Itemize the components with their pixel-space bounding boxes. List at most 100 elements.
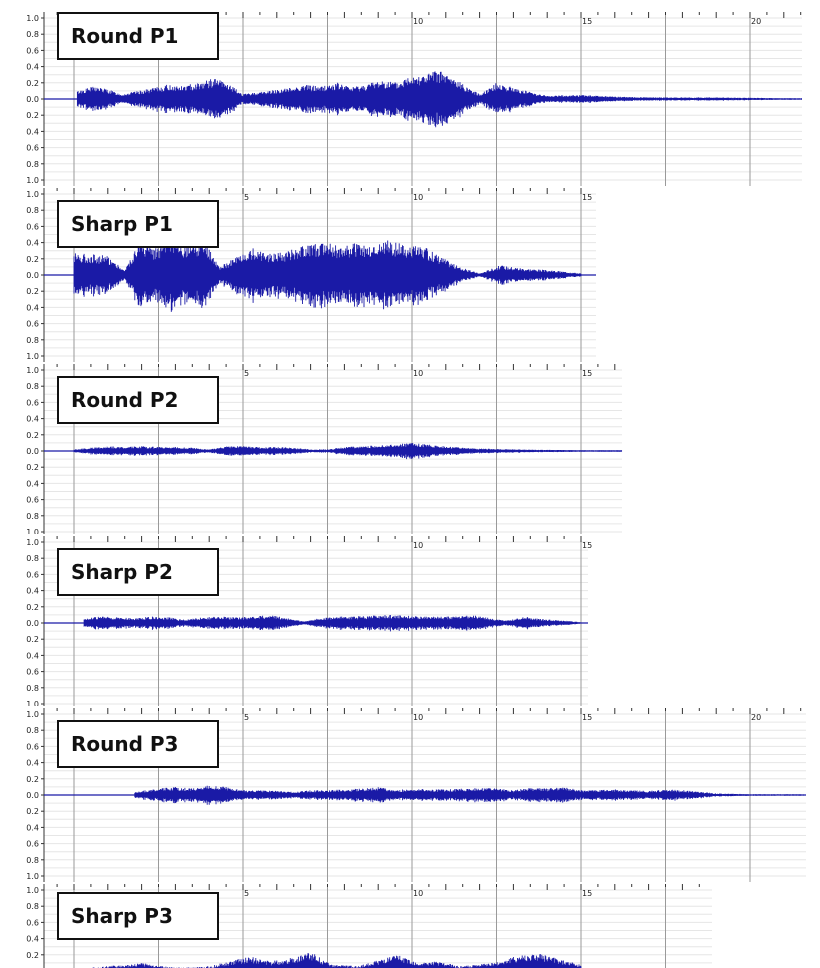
y-tick-label: 0.6 bbox=[26, 742, 39, 751]
panel-title: Round P3 bbox=[57, 720, 219, 768]
x-tick-label: 5 bbox=[244, 193, 249, 202]
y-tick-label: 0.4 bbox=[26, 127, 39, 136]
y-tick-label: 0.4 bbox=[26, 303, 39, 312]
waveform-panel: 1.0 0.8 0.6 0.4 0.2 0.0 0.2 0.4 0.6 0.8 1.0 10 15 Sha… bbox=[0, 536, 820, 706]
x-tick-label: 15 bbox=[582, 193, 592, 202]
x-tick-label: 5 bbox=[244, 889, 249, 898]
y-tick-label: 1.0 bbox=[26, 14, 39, 23]
waveform-panel: 1.0 0.8 0.6 0.4 0.2 0.0 0.2 0.4 0.6 0.8 1.0 5 10 15 20… bbox=[0, 708, 820, 882]
x-tick-label: 5 bbox=[244, 369, 249, 378]
y-tick-label: 0.2 bbox=[26, 463, 39, 472]
waveform-series bbox=[73, 240, 582, 312]
y-tick-label: 1.0 bbox=[26, 366, 39, 375]
y-tick-label: 0.0 bbox=[26, 95, 39, 104]
y-tick-label: 0.6 bbox=[26, 398, 39, 407]
y-tick-label: 0.8 bbox=[26, 206, 39, 215]
panel-title: Sharp P2 bbox=[57, 548, 219, 596]
y-tick-label: 0.8 bbox=[26, 554, 39, 563]
x-tick-label: 15 bbox=[582, 889, 592, 898]
x-tick-label: 20 bbox=[751, 17, 761, 26]
y-tick-label: 0.2 bbox=[26, 951, 39, 960]
waveform-panel: 1.0 0.8 0.6 0.4 0.2 5 10 15 Sharp P3 bbox=[0, 884, 820, 968]
panel-title: Round P2 bbox=[57, 376, 219, 424]
y-tick-label: 0.6 bbox=[26, 496, 39, 505]
y-tick-label: 0.6 bbox=[26, 570, 39, 579]
y-tick-label: 0.8 bbox=[26, 856, 39, 865]
x-tick-label: 10 bbox=[413, 17, 423, 26]
panel-title: Round P1 bbox=[57, 12, 219, 60]
y-tick-label: 0.6 bbox=[26, 222, 39, 231]
waveform-series bbox=[134, 785, 806, 805]
y-tick-label: 0.0 bbox=[26, 619, 39, 628]
y-tick-label: 1.0 bbox=[26, 710, 39, 719]
y-tick-label: 1.0 bbox=[26, 886, 39, 895]
y-tick-label: 0.4 bbox=[26, 479, 39, 488]
x-tick-label: 15 bbox=[582, 713, 592, 722]
y-tick-label: 1.0 bbox=[26, 352, 39, 361]
x-tick-label: 10 bbox=[413, 889, 423, 898]
waveform-series bbox=[76, 71, 802, 128]
waveform-plot: 1.0 0.8 0.6 0.4 0.2 0.0 0.2 0.4 0.6 0.8 1.0 5 10 15 20 bbox=[26, 708, 806, 882]
y-tick-label: 1.0 bbox=[26, 700, 39, 706]
y-tick-label: 0.6 bbox=[26, 144, 39, 153]
y-tick-label: 0.2 bbox=[26, 111, 39, 120]
x-tick-label: 15 bbox=[582, 541, 592, 550]
y-tick-label: 0.6 bbox=[26, 668, 39, 677]
y-tick-label: 0.4 bbox=[26, 759, 39, 768]
y-tick-label: 0.6 bbox=[26, 46, 39, 55]
panel-title: Sharp P3 bbox=[57, 892, 219, 940]
y-tick-label: 1.0 bbox=[26, 872, 39, 881]
y-tick-label: 0.6 bbox=[26, 840, 39, 849]
waveform-series bbox=[73, 443, 623, 460]
y-tick-label: 0.4 bbox=[26, 63, 39, 72]
y-tick-label: 0.2 bbox=[26, 603, 39, 612]
y-tick-label: 0.8 bbox=[26, 684, 39, 693]
y-tick-label: 0.4 bbox=[26, 823, 39, 832]
x-tick-label: 15 bbox=[582, 369, 592, 378]
y-tick-label: 0.8 bbox=[26, 512, 39, 521]
waveform-panel: 1.0 0.8 0.6 0.4 0.2 0.0 0.2 0.4 0.6 0.8 1.0 5 10 15 Sh… bbox=[0, 188, 820, 362]
y-tick-label: 1.0 bbox=[26, 176, 39, 185]
y-tick-label: 1.0 bbox=[26, 528, 39, 534]
y-tick-label: 0.0 bbox=[26, 271, 39, 280]
y-tick-label: 0.8 bbox=[26, 336, 39, 345]
waveform-panel: 1.0 0.8 0.6 0.4 0.2 0.0 0.2 0.4 0.6 0.8 1.0 10 15 20 R… bbox=[0, 12, 820, 186]
y-tick-label: 0.2 bbox=[26, 775, 39, 784]
x-tick-label: 10 bbox=[413, 369, 423, 378]
x-tick-label: 10 bbox=[413, 193, 423, 202]
waveform-series bbox=[83, 615, 582, 632]
y-tick-label: 0.6 bbox=[26, 918, 39, 927]
y-tick-label: 1.0 bbox=[26, 538, 39, 547]
y-tick-label: 0.2 bbox=[26, 255, 39, 264]
x-tick-label: 10 bbox=[413, 713, 423, 722]
y-tick-label: 0.2 bbox=[26, 287, 39, 296]
y-tick-label: 0.2 bbox=[26, 807, 39, 816]
x-tick-label: 5 bbox=[244, 713, 249, 722]
y-tick-label: 0.4 bbox=[26, 587, 39, 596]
waveform-panel: 1.0 0.8 0.6 0.4 0.2 0.0 0.2 0.4 0.6 0.8 1.0 5 10 15 Ro… bbox=[0, 364, 820, 534]
y-tick-label: 0.2 bbox=[26, 431, 39, 440]
y-tick-label: 0.8 bbox=[26, 30, 39, 39]
y-tick-label: 1.0 bbox=[26, 190, 39, 199]
y-tick-label: 0.4 bbox=[26, 935, 39, 944]
y-tick-label: 0.0 bbox=[26, 791, 39, 800]
y-tick-label: 0.2 bbox=[26, 635, 39, 644]
y-tick-label: 0.4 bbox=[26, 651, 39, 660]
y-tick-label: 0.2 bbox=[26, 79, 39, 88]
waveform-plot: 1.0 0.8 0.6 0.4 0.2 0.0 0.2 0.4 0.6 0.8 1.0 5 10 15 bbox=[26, 188, 596, 362]
y-tick-label: 0.8 bbox=[26, 160, 39, 169]
y-tick-label: 0.8 bbox=[26, 902, 39, 911]
waveform-series bbox=[92, 953, 582, 968]
y-tick-label: 0.4 bbox=[26, 415, 39, 424]
waveform-plot: 1.0 0.8 0.6 0.4 0.2 0.0 0.2 0.4 0.6 0.8 1.0 10 15 bbox=[26, 536, 592, 706]
y-tick-label: 0.8 bbox=[26, 382, 39, 391]
x-tick-label: 10 bbox=[413, 541, 423, 550]
x-tick-label: 20 bbox=[751, 713, 761, 722]
y-tick-label: 0.8 bbox=[26, 726, 39, 735]
x-tick-label: 15 bbox=[582, 17, 592, 26]
y-tick-label: 0.6 bbox=[26, 320, 39, 329]
panel-title: Sharp P1 bbox=[57, 200, 219, 248]
y-tick-label: 0.4 bbox=[26, 239, 39, 248]
y-tick-label: 0.0 bbox=[26, 447, 39, 456]
